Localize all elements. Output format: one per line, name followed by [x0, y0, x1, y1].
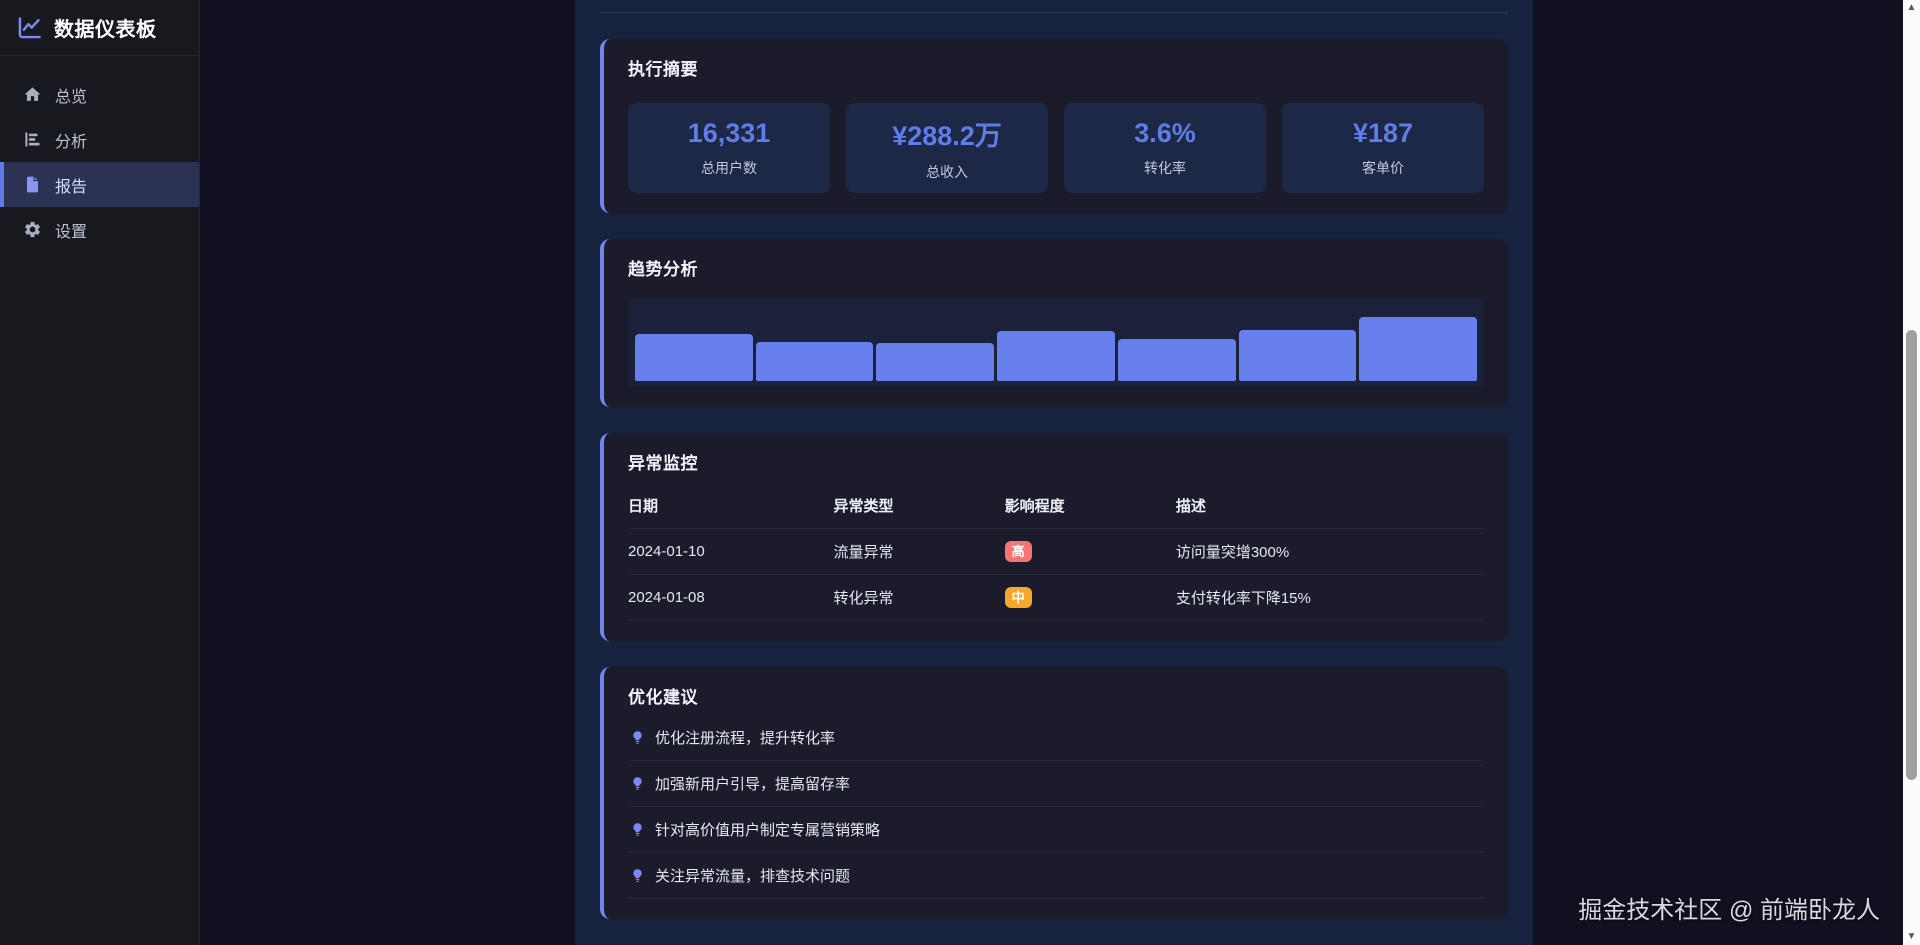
stats-grid: 16,331 总用户数 ¥288.2万 总收入 3.6% 转化率 ¥187 客单… — [628, 103, 1484, 193]
lightbulb-icon — [633, 731, 642, 744]
cell-type: 转化异常 — [833, 590, 894, 607]
cell-desc: 访问量突增300% — [1175, 544, 1290, 561]
scrollbar-up-arrow[interactable]: ▲ — [1906, 2, 1917, 13]
stat-value: ¥288.2万 — [892, 121, 1002, 151]
sidebar-item-analysis[interactable]: 分析 — [0, 117, 199, 162]
list-item: 加强新用户引导，提高留存率 — [628, 761, 1484, 807]
anomaly-monitoring-card: 异常监控 日期 异常类型 影响程度 描述 2024-01-10 流量异常 高 访… — [600, 433, 1508, 641]
stat-label: 转化率 — [1144, 160, 1186, 176]
chart-bar — [755, 341, 874, 381]
stat-avg-order-value: ¥187 客单价 — [1282, 103, 1484, 193]
sidebar-item-label: 总览 — [55, 88, 88, 106]
lightbulb-icon — [633, 823, 642, 836]
stat-value: ¥187 — [1352, 118, 1414, 148]
executive-summary-card: 执行摘要 16,331 总用户数 ¥288.2万 总收入 3.6% 转化率 ¥1… — [600, 39, 1508, 213]
stat-conversion-rate: 3.6% 转化率 — [1064, 103, 1266, 193]
lightbulb-icon — [633, 777, 642, 790]
list-item: 关注异常流量，排查技术问题 — [628, 853, 1484, 899]
stat-value: 3.6% — [1134, 118, 1196, 148]
stat-value: 16,331 — [687, 118, 771, 148]
card-title: 异常监控 — [628, 454, 698, 473]
list-item: 针对高价值用户制定专属营销策略 — [628, 807, 1484, 853]
stat-label: 客单价 — [1362, 160, 1404, 176]
scrollbar-thumb[interactable] — [1906, 330, 1917, 780]
optimization-suggestions-card: 优化建议 优化注册流程，提升转化率 加强新用户引导，提高留存率 针对高价值用户制… — [600, 667, 1508, 919]
next-section-panel — [575, 938, 1533, 945]
sidebar-item-label: 设置 — [55, 223, 88, 241]
list-item: 优化注册流程，提升转化率 — [628, 715, 1484, 761]
section-divider — [600, 12, 1508, 13]
card-title: 趋势分析 — [628, 260, 698, 279]
line-chart-logo-icon — [18, 17, 41, 39]
card-title: 执行摘要 — [628, 60, 698, 79]
chart-bar — [635, 333, 753, 381]
card-title: 优化建议 — [628, 688, 698, 707]
report-panel: 执行摘要 16,331 总用户数 ¥288.2万 总收入 3.6% 转化率 ¥1… — [575, 0, 1533, 945]
table-row: 2024-01-10 流量异常 高 访问量突增300% — [628, 529, 1484, 575]
chart-bar — [1238, 329, 1357, 381]
column-header-type: 异常类型 — [833, 498, 894, 515]
table-row: 2024-01-08 转化异常 中 支付转化率下降15% — [628, 575, 1484, 621]
stat-total-users: 16,331 总用户数 — [628, 103, 830, 193]
chart-bar — [876, 343, 995, 381]
lightbulb-icon — [633, 869, 642, 882]
page-scrollbar[interactable]: ▲ ▼ — [1903, 0, 1920, 945]
report-file-icon — [26, 176, 39, 193]
cell-desc: 支付转化率下降15% — [1175, 590, 1311, 607]
app-title: 数据仪表板 — [54, 19, 157, 41]
column-header-desc: 描述 — [1175, 498, 1206, 515]
cell-impact: 中 — [1004, 587, 1176, 608]
impact-badge-medium: 中 — [1004, 587, 1032, 608]
bar-chart-icon — [25, 132, 40, 147]
home-icon — [24, 87, 41, 101]
sidebar-item-label: 报告 — [55, 178, 88, 196]
sidebar-item-settings[interactable]: 设置 — [0, 207, 199, 252]
stat-label: 总收入 — [926, 164, 968, 180]
cell-impact: 高 — [1004, 541, 1176, 562]
suggestion-text: 针对高价值用户制定专属营销策略 — [655, 822, 881, 839]
app-logo: 数据仪表板 — [0, 0, 199, 56]
cell-date: 2024-01-08 — [628, 589, 705, 606]
chart-bar — [1117, 338, 1236, 381]
suggestion-text: 加强新用户引导，提高留存率 — [655, 776, 851, 793]
sidebar-item-label: 分析 — [55, 133, 88, 151]
stat-total-revenue: ¥288.2万 总收入 — [846, 103, 1048, 193]
column-header-impact: 影响程度 — [1004, 498, 1065, 515]
sidebar: 数据仪表板 总览 分析 报告 — [0, 0, 200, 945]
impact-badge-high: 高 — [1004, 541, 1032, 562]
suggestion-text: 关注异常流量，排查技术问题 — [655, 868, 851, 885]
sidebar-nav: 总览 分析 报告 设置 — [0, 72, 199, 252]
gear-icon — [25, 221, 40, 238]
sidebar-item-overview[interactable]: 总览 — [0, 72, 199, 117]
table-header-row: 日期 异常类型 影响程度 描述 — [628, 483, 1484, 529]
chart-bar — [1359, 317, 1478, 381]
cell-date: 2024-01-10 — [628, 543, 705, 560]
anomaly-table: 日期 异常类型 影响程度 描述 2024-01-10 流量异常 高 访问量突增3… — [628, 483, 1484, 621]
main-content: 执行摘要 16,331 总用户数 ¥288.2万 总收入 3.6% 转化率 ¥1… — [200, 0, 1920, 945]
chart-bar — [997, 330, 1115, 381]
watermark-text: 掘金技术社区 @ 前端卧龙人 — [1578, 897, 1880, 924]
trend-analysis-card: 趋势分析 — [600, 239, 1508, 407]
scrollbar-down-arrow[interactable]: ▼ — [1906, 931, 1917, 942]
column-header-date: 日期 — [628, 498, 659, 515]
stat-label: 总用户数 — [701, 160, 757, 176]
cell-type: 流量异常 — [833, 544, 894, 561]
suggestion-text: 优化注册流程，提升转化率 — [655, 730, 836, 747]
trend-bar-chart — [628, 299, 1484, 387]
suggestion-list: 优化注册流程，提升转化率 加强新用户引导，提高留存率 针对高价值用户制定专属营销… — [628, 715, 1484, 899]
sidebar-item-reports[interactable]: 报告 — [0, 162, 199, 207]
